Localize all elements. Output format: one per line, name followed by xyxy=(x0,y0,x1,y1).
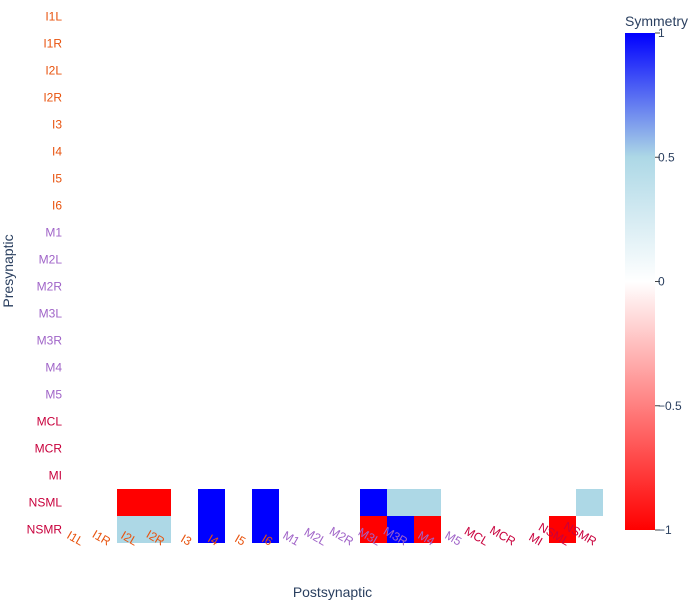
colorbar-tick-label: −0.5 xyxy=(658,399,682,413)
heatmap-cell-nsmr-m4 xyxy=(414,516,441,543)
heatmap-cell-nsml-i2l xyxy=(117,489,144,516)
x-tick-label-mcl: MCL xyxy=(462,524,491,549)
colorbar-title: Symmetry xyxy=(625,13,688,29)
y-tick-label-m3r: M3R xyxy=(37,334,63,348)
y-tick-label-m5: M5 xyxy=(45,388,62,402)
y-tick-label-nsml: NSML xyxy=(29,496,63,510)
y-tick-label-i3: I3 xyxy=(52,118,62,132)
colorbar-tick-label: −1 xyxy=(658,523,672,537)
y-tick-label-mi: MI xyxy=(49,469,62,483)
x-tick-label-m2l: M2L xyxy=(302,525,329,549)
y-tick-label-m1: M1 xyxy=(45,226,62,240)
x-tick-label-m5: M5 xyxy=(443,528,465,549)
heatmap-cell-nsml-i4 xyxy=(198,489,225,516)
y-tick-label-m4: M4 xyxy=(45,361,62,375)
x-tick-label-mi: MI xyxy=(526,530,545,549)
y-tick-label-i1l: I1L xyxy=(45,10,62,24)
x-axis-title: Postsynaptic xyxy=(293,584,372,600)
heatmap-cell-nsml-m3l xyxy=(360,489,387,516)
heatmap-cells xyxy=(117,489,603,543)
y-tick-label-i4: I4 xyxy=(52,145,62,159)
heatmap-cell-nsml-m4 xyxy=(414,489,441,516)
heatmap-cell-nsmr-i6 xyxy=(252,516,279,543)
y-tick-label-i2r: I2R xyxy=(43,91,62,105)
colorbar-gradient xyxy=(625,33,655,530)
y-tick-label-mcl: MCL xyxy=(37,415,63,429)
heatmap-cell-nsmr-m3l xyxy=(360,516,387,543)
heatmap-cell-nsmr-i2l xyxy=(117,516,144,543)
x-tick-label-m1: M1 xyxy=(281,528,303,549)
x-tick-label-i5: I5 xyxy=(232,531,248,548)
y-axis-title: Presynaptic xyxy=(0,234,16,307)
x-tick-label-i3: I3 xyxy=(178,531,194,548)
heatmap-cell-nsml-m3r xyxy=(387,489,414,516)
y-tick-labels: I1L I1R I2L I2R I3 I4 I5 I6 M1 M2L M2R M3L M3R M4 M5 MC… xyxy=(27,10,63,537)
x-tick-label-i1r: I1R xyxy=(90,527,113,549)
x-tick-label-m2r: M2R xyxy=(327,524,356,549)
y-tick-label-nsmr: NSMR xyxy=(27,523,63,537)
colorbar-tick-label: 1 xyxy=(658,26,665,40)
colorbar-tick-label: 0.5 xyxy=(658,150,675,164)
heatmap-cell-nsml-i2r xyxy=(144,489,171,516)
y-tick-label-i6: I6 xyxy=(52,199,62,213)
y-tick-label-m2r: M2R xyxy=(37,280,63,294)
colorbar-tick-label: 0 xyxy=(658,275,665,289)
y-tick-label-i2l: I2L xyxy=(45,64,62,78)
heatmap-cell-nsmr-i2r xyxy=(144,516,171,543)
y-tick-label-m2l: M2L xyxy=(39,253,63,267)
y-tick-label-i1r: I1R xyxy=(43,37,62,51)
heatmap-cell-nsmr-m3r xyxy=(387,516,414,543)
y-tick-label-i5: I5 xyxy=(52,172,62,186)
colorbar-ticks: 1 0.5 0 −0.5 −1 xyxy=(655,26,682,537)
heatmap-cell-nsmr-i4 xyxy=(198,516,225,543)
x-tick-label-mcr: MCR xyxy=(487,523,518,549)
y-tick-label-m3l: M3L xyxy=(39,307,63,321)
colorbar: Symmetry 1 0.5 0 −0.5 −1 xyxy=(625,13,688,537)
heatmap-cell-nsml-i6 xyxy=(252,489,279,516)
x-tick-label-i1l: I1L xyxy=(65,528,87,549)
heatmap-cell-nsml-nsmr xyxy=(576,489,603,516)
heatmap-cell-nsmr-nsml xyxy=(549,516,576,543)
y-tick-label-mcr: MCR xyxy=(35,442,63,456)
